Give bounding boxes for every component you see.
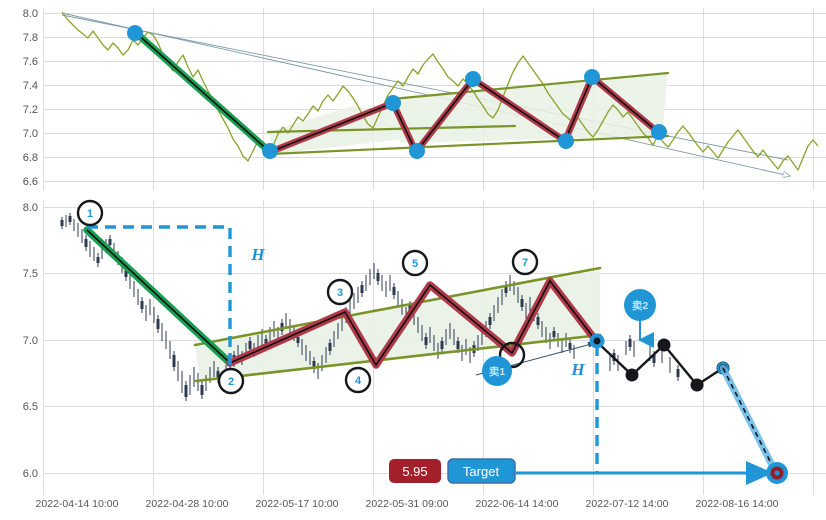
overview-green-leg — [131, 28, 274, 156]
x-tick: 2022-06-14 14:00 — [476, 498, 559, 510]
overview-channel-lines — [266, 71, 670, 156]
detail-green-leg — [83, 226, 234, 367]
detail-ytick: 6.5 — [23, 401, 38, 413]
pivot-marker-label: 7 — [522, 257, 528, 269]
sell-marker-2[interactable]: 卖2 — [624, 289, 656, 348]
overview-ytick: 8.0 — [23, 8, 38, 20]
detail-target-projection — [719, 364, 780, 477]
detail-red-legs — [226, 277, 601, 369]
overview-ytick: 6.8 — [23, 152, 38, 164]
x-tick: 2022-05-31 09:00 — [366, 498, 449, 510]
detail-xaxis: 2022-04-14 10:00 2022-04-28 10:00 2022-0… — [36, 498, 779, 510]
x-tick: 2022-05-17 10:00 — [256, 498, 339, 510]
pivot-dot — [385, 95, 401, 111]
pivot-markers: 1 2 3 4 5 — [76, 199, 539, 395]
detail-ytick: 7.0 — [23, 335, 38, 347]
sell-marker-2-label: 卖2 — [632, 299, 648, 312]
measure-h-1: H — [87, 225, 265, 365]
detail-ytick: 8.0 — [23, 202, 38, 214]
sell-marker-1[interactable]: 卖1 — [482, 356, 512, 386]
detail-yaxis: 8.0 7.5 7.0 6.5 6.0 — [23, 202, 38, 480]
x-tick: 2022-04-14 10:00 — [36, 498, 119, 510]
overview-price-line — [61, 11, 819, 171]
detail-channel-lines — [193, 266, 602, 383]
target-price-badge: 5.95 — [389, 459, 441, 483]
pivot-marker-2[interactable]: 2 — [217, 367, 245, 395]
x-tick: 2022-04-28 10:00 — [146, 498, 229, 510]
pivot-marker-label: 2 — [228, 376, 234, 388]
detail-ytick: 7.5 — [23, 268, 38, 280]
measure-h-label: H — [570, 360, 585, 379]
target-price-label: 5.95 — [402, 464, 427, 479]
detail-svg: 8.0 7.5 7.0 6.5 6.0 — [23, 199, 826, 510]
x-tick: 2022-07-12 14:00 — [586, 498, 669, 510]
pivot-marker-label: 1 — [87, 208, 93, 220]
pivot-dot — [558, 133, 574, 149]
overview-ytick: 6.6 — [23, 176, 38, 188]
overview-ytick: 7.4 — [23, 80, 38, 92]
breakdown-pivot-core — [593, 337, 601, 345]
pivot-marker-1[interactable]: 1 — [76, 199, 104, 227]
overview-ytick: 7.2 — [23, 104, 38, 116]
pivot-marker-label: 3 — [337, 287, 343, 299]
pivot-marker-7[interactable]: 7 — [511, 248, 539, 276]
overview-panel: 8.0 7.8 7.6 7.4 7.2 7.0 6.8 6.6 — [0, 0, 826, 195]
overview-svg: 8.0 7.8 7.6 7.4 7.2 7.0 6.8 6.6 — [23, 8, 826, 190]
overview-ytick: 7.0 — [23, 128, 38, 140]
pivot-marker-3[interactable]: 3 — [326, 278, 354, 306]
measure-h-2: H — [570, 345, 599, 473]
pivot-dot — [651, 124, 667, 140]
overview-yaxis: 8.0 7.8 7.6 7.4 7.2 7.0 6.8 6.6 — [23, 8, 38, 188]
target-button[interactable]: Target — [447, 458, 516, 484]
pivot-marker-5[interactable]: 5 — [401, 249, 429, 277]
pivot-marker-4[interactable]: 4 — [344, 366, 372, 394]
pivot-marker-6-ring[interactable] — [498, 341, 526, 369]
overview-pivot-dots — [127, 25, 667, 159]
overview-channel-2 — [392, 73, 668, 143]
pivot-dot — [262, 143, 278, 159]
pivot-marker-label: 5 — [412, 258, 418, 270]
pivot-dot — [127, 25, 143, 41]
detail-forecast-path — [596, 338, 730, 392]
overview-ytick: 7.8 — [23, 32, 38, 44]
pivot-marker-label: 4 — [355, 375, 362, 387]
pivot-dot — [584, 69, 600, 85]
overview-ytick: 7.6 — [23, 56, 38, 68]
pivot-dot — [465, 71, 481, 87]
x-tick: 2022-08-16 14:00 — [696, 498, 779, 510]
measure-h-label: H — [250, 245, 265, 264]
sell-marker-1-label: 卖1 — [489, 365, 505, 378]
detail-ytick: 6.0 — [23, 468, 38, 480]
target-marker[interactable] — [766, 462, 788, 484]
target-button-label: Target — [463, 464, 500, 479]
pivot-dot — [409, 143, 425, 159]
detail-channel-fill — [195, 270, 600, 380]
detail-panel: 8.0 7.5 7.0 6.5 6.0 — [0, 195, 826, 520]
